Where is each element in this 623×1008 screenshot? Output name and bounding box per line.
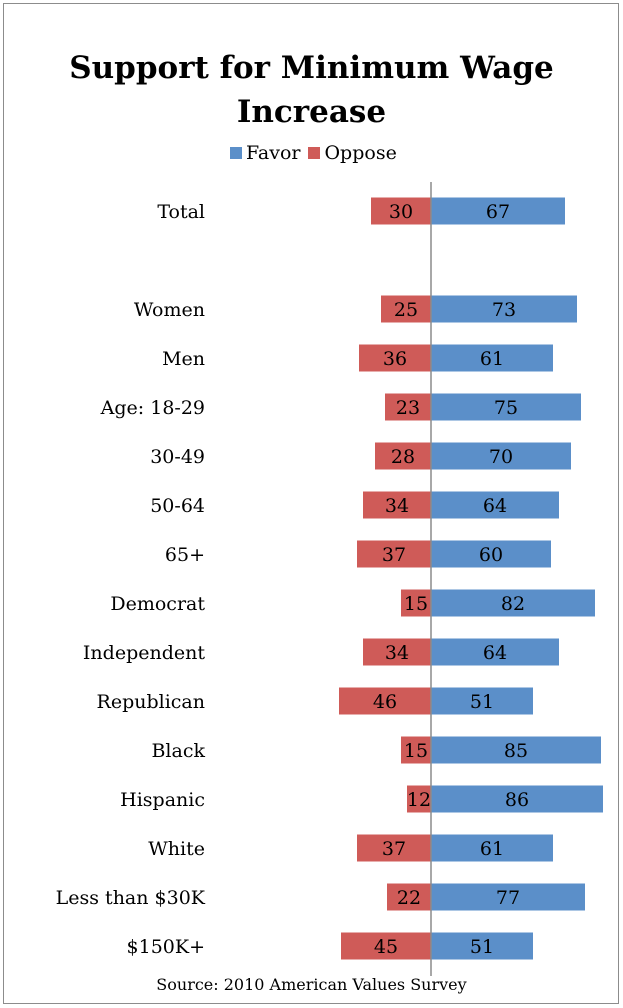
- data-label-favor: 70: [489, 446, 513, 468]
- data-label-oppose: 15: [404, 593, 428, 615]
- bar-oppose-65-: [357, 540, 431, 568]
- category-label: Hispanic: [120, 789, 205, 811]
- legend-item-oppose: Oppose: [308, 142, 397, 164]
- bar-oppose-less-than-30k: [387, 883, 431, 911]
- data-label-oppose: 22: [397, 887, 421, 909]
- legend-label-favor: Favor: [246, 142, 301, 164]
- bar-favor-50-64: [431, 491, 559, 519]
- data-label-favor: 51: [470, 936, 494, 958]
- legend-label-oppose: Oppose: [324, 142, 397, 164]
- data-label-oppose: 12: [407, 789, 431, 811]
- bar-favor-independent: [431, 638, 559, 666]
- bar-favor-65-: [431, 540, 551, 568]
- data-label-oppose: 45: [374, 936, 398, 958]
- bar-oppose-women: [381, 295, 431, 323]
- data-label-oppose: 15: [404, 740, 428, 762]
- bar-favor-black: [431, 736, 601, 764]
- legend-item-favor: Favor: [230, 142, 300, 164]
- category-label: Less than $30K: [56, 887, 206, 909]
- data-label-oppose: 25: [394, 299, 418, 321]
- bar-favor-republican: [431, 687, 533, 715]
- category-label: White: [148, 838, 205, 860]
- bar-favor-men: [431, 344, 553, 372]
- bar-favor-women: [431, 295, 577, 323]
- category-label: Republican: [97, 691, 205, 713]
- legend: Favor Oppose: [230, 140, 397, 166]
- category-label: Black: [151, 740, 205, 762]
- category-label: Women: [134, 299, 205, 321]
- bar-favor-age-18-29: [431, 393, 581, 421]
- data-label-favor: 86: [505, 789, 529, 811]
- bar-oppose-50-64: [363, 491, 431, 519]
- bar-favor-democrat: [431, 589, 595, 617]
- data-label-favor: 61: [480, 348, 504, 370]
- data-label-oppose: 30: [389, 201, 413, 223]
- data-label-favor: 77: [496, 887, 520, 909]
- data-label-favor: 51: [470, 691, 494, 713]
- data-label-oppose: 37: [382, 838, 406, 860]
- bar-oppose-hispanic: [407, 785, 431, 813]
- data-label-oppose: 34: [385, 495, 409, 517]
- data-label-favor: 64: [483, 495, 507, 517]
- bar-oppose-independent: [363, 638, 431, 666]
- category-label: $150K+: [127, 936, 205, 958]
- data-label-oppose: 34: [385, 642, 409, 664]
- data-label-favor: 64: [483, 642, 507, 664]
- bar-favor-30-49: [431, 442, 571, 470]
- category-label: 50-64: [150, 495, 205, 517]
- data-label-oppose: 28: [391, 446, 415, 468]
- data-label-oppose: 37: [382, 544, 406, 566]
- category-label: Independent: [83, 642, 205, 664]
- data-label-oppose: 36: [383, 348, 407, 370]
- bar-oppose--150k-: [341, 932, 431, 960]
- bar-oppose-black: [401, 736, 431, 764]
- bar-favor-total: [431, 197, 565, 225]
- legend-swatch-oppose: [308, 147, 321, 159]
- bar-favor-less-than-30k: [431, 883, 585, 911]
- bar-oppose-30-49: [375, 442, 431, 470]
- bar-favor-hispanic: [431, 785, 603, 813]
- legend-swatch-favor: [230, 147, 242, 159]
- data-label-favor: 61: [480, 838, 504, 860]
- category-label: Democrat: [110, 593, 205, 615]
- bar-oppose-age-18-29: [385, 393, 431, 421]
- chart-title: Support for Minimum Wage Increase: [69, 50, 554, 130]
- data-label-oppose: 23: [396, 397, 420, 419]
- data-label-favor: 60: [479, 544, 503, 566]
- bar-oppose-democrat: [401, 589, 431, 617]
- data-label-favor: 85: [504, 740, 528, 762]
- bar-oppose-white: [357, 834, 431, 862]
- category-label: 65+: [165, 544, 205, 566]
- bar-favor--150k-: [431, 932, 533, 960]
- category-label: 30-49: [150, 446, 205, 468]
- bar-oppose-men: [359, 344, 431, 372]
- data-label-oppose: 46: [373, 691, 397, 713]
- data-label-favor: 82: [501, 593, 525, 615]
- bar-favor-white: [431, 834, 553, 862]
- data-label-favor: 73: [492, 299, 516, 321]
- category-label: Men: [162, 348, 205, 370]
- data-label-favor: 67: [486, 201, 510, 223]
- bar-oppose-total: [371, 197, 431, 225]
- chart-source: Source: 2010 American Values Survey: [156, 975, 467, 994]
- bar-oppose-republican: [339, 687, 431, 715]
- category-label: Age: 18-29: [100, 397, 205, 419]
- data-label-favor: 75: [494, 397, 518, 419]
- category-label: Total: [157, 201, 205, 223]
